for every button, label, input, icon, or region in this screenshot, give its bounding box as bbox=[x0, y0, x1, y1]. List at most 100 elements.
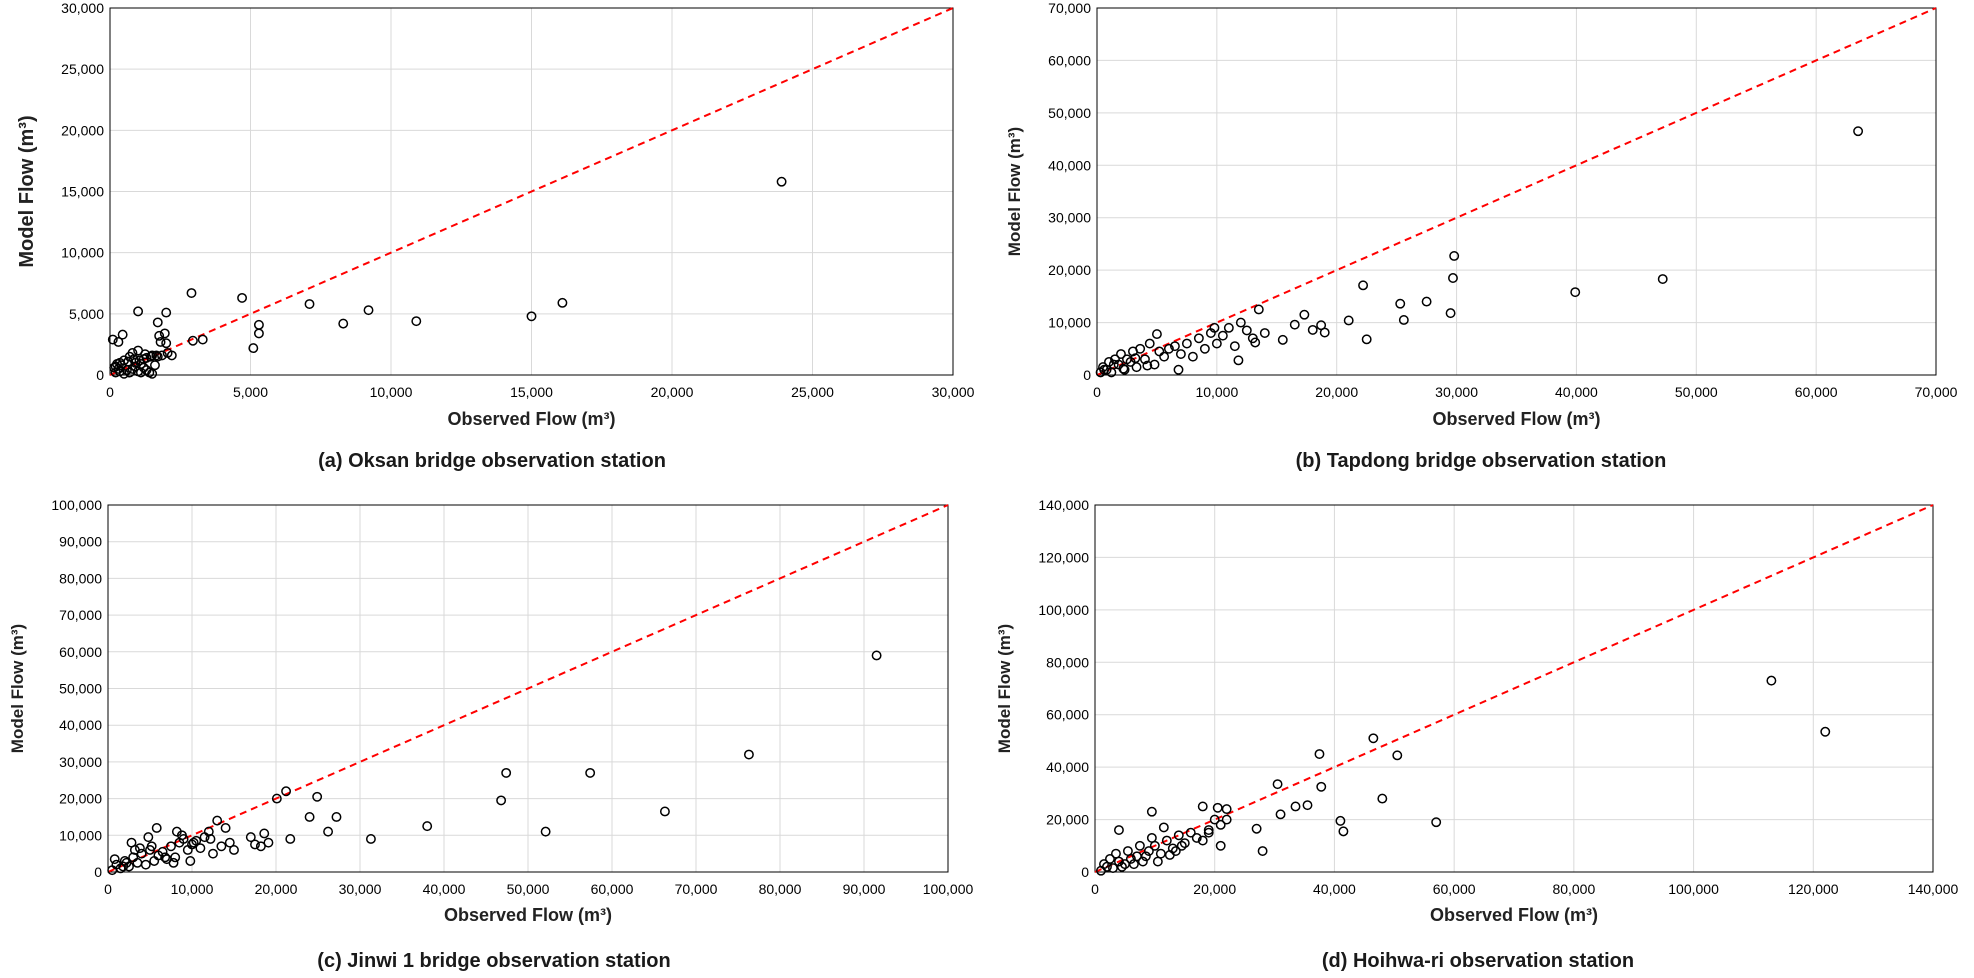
y-axis-title: Model Flow (m³) bbox=[995, 624, 1014, 753]
x-tick-label: 30,000 bbox=[1435, 384, 1478, 400]
data-point bbox=[143, 832, 154, 843]
data-point bbox=[1235, 317, 1246, 328]
y-tick-label: 20,000 bbox=[61, 122, 104, 138]
data-point bbox=[1139, 354, 1150, 365]
data-point bbox=[171, 826, 182, 837]
x-tick-label: 5,000 bbox=[233, 384, 268, 400]
data-point bbox=[1143, 846, 1154, 856]
data-point bbox=[365, 834, 376, 844]
data-point bbox=[304, 299, 315, 309]
data-point bbox=[1116, 349, 1126, 359]
data-point bbox=[1193, 333, 1204, 344]
y-axis-title: Model Flow (m³) bbox=[16, 115, 38, 267]
data-point bbox=[220, 823, 231, 833]
data-point bbox=[422, 821, 433, 832]
data-point bbox=[145, 351, 156, 362]
data-point bbox=[1144, 338, 1155, 349]
y-tick-label: 100,000 bbox=[1038, 602, 1089, 618]
data-point bbox=[1395, 298, 1406, 309]
data-point bbox=[147, 350, 158, 361]
data-point bbox=[1431, 817, 1442, 828]
data-point bbox=[1185, 827, 1196, 838]
data-point bbox=[188, 837, 199, 848]
data-point bbox=[776, 176, 787, 187]
x-tick-label: 15,000 bbox=[510, 384, 553, 400]
data-point bbox=[255, 841, 266, 852]
data-point bbox=[134, 355, 145, 366]
x-axis-title: Observed Flow (m³) bbox=[444, 905, 612, 925]
data-point bbox=[304, 812, 315, 822]
data-point bbox=[133, 306, 144, 317]
data-point bbox=[1392, 750, 1403, 761]
data-point bbox=[1134, 840, 1145, 851]
x-tick-label: 20,000 bbox=[255, 881, 298, 897]
y-tick-label: 40,000 bbox=[59, 717, 102, 733]
x-tick-label: 80,000 bbox=[1552, 881, 1595, 897]
x-tick-label: 60,000 bbox=[591, 881, 634, 897]
y-tick-label: 30,000 bbox=[61, 0, 104, 16]
data-point bbox=[1290, 801, 1301, 812]
data-point bbox=[871, 650, 882, 661]
data-point bbox=[501, 767, 512, 778]
x-tick-label: 25,000 bbox=[791, 384, 834, 400]
data-point bbox=[1211, 338, 1222, 349]
data-point bbox=[1161, 835, 1172, 846]
chart-panel-0: 0 5,000 10,000 15,000 20,000 25,000 30,000 0 5,0… bbox=[16, 0, 975, 472]
y-tick-label: 120,000 bbox=[1038, 549, 1089, 565]
data-point bbox=[1368, 733, 1379, 744]
y-tick-label: 50,000 bbox=[1048, 105, 1091, 121]
x-tick-label: 40,000 bbox=[423, 881, 466, 897]
data-point bbox=[1173, 364, 1184, 375]
data-point bbox=[250, 839, 260, 850]
data-point bbox=[411, 316, 422, 327]
data-point bbox=[1169, 341, 1180, 352]
data-point bbox=[1766, 675, 1777, 686]
y-tick-label: 100,000 bbox=[51, 497, 102, 513]
plot-frame bbox=[1096, 7, 1937, 376]
data-point bbox=[1130, 353, 1141, 364]
data-point bbox=[1272, 779, 1283, 790]
data-point bbox=[1820, 726, 1831, 737]
data-point bbox=[151, 350, 162, 361]
x-tick-label: 60,000 bbox=[1433, 881, 1476, 897]
data-point bbox=[1657, 274, 1668, 285]
y-tick-label: 10,000 bbox=[1048, 315, 1091, 331]
y-tick-label: 15,000 bbox=[61, 184, 104, 200]
data-point bbox=[1215, 840, 1226, 851]
x-tick-label: 10,000 bbox=[171, 881, 214, 897]
data-point bbox=[743, 749, 754, 760]
one-to-one-line bbox=[107, 504, 949, 873]
data-point bbox=[186, 288, 197, 298]
data-point bbox=[285, 834, 296, 844]
data-point bbox=[1257, 846, 1268, 856]
data-point bbox=[1181, 338, 1192, 349]
data-point bbox=[187, 335, 198, 346]
x-tick-label: 120,000 bbox=[1788, 881, 1839, 897]
data-point bbox=[1570, 287, 1581, 298]
data-point bbox=[224, 837, 235, 848]
data-point bbox=[1289, 319, 1300, 330]
x-tick-label: 20,000 bbox=[1193, 881, 1236, 897]
data-point bbox=[1253, 304, 1264, 315]
y-tick-label: 5,000 bbox=[69, 306, 104, 322]
data-point bbox=[1377, 793, 1388, 804]
data-point bbox=[191, 835, 202, 846]
data-point bbox=[229, 845, 239, 855]
panel-caption: (d) Hoihwa-ri observation station bbox=[1322, 950, 1634, 972]
data-point bbox=[1149, 359, 1160, 370]
y-tick-label: 20,000 bbox=[59, 791, 102, 807]
y-tick-label: 40,000 bbox=[1046, 759, 1089, 775]
data-point bbox=[1197, 835, 1208, 846]
x-tick-label: 50,000 bbox=[1675, 384, 1718, 400]
data-point bbox=[1108, 359, 1119, 370]
data-point bbox=[161, 307, 172, 318]
data-point bbox=[1338, 826, 1349, 837]
data-point bbox=[1122, 846, 1133, 856]
y-tick-label: 20,000 bbox=[1048, 262, 1091, 278]
data-point bbox=[1241, 325, 1252, 336]
data-point bbox=[496, 795, 507, 806]
data-point bbox=[195, 843, 206, 854]
y-tick-label: 0 bbox=[1083, 367, 1091, 383]
x-tick-label: 0 bbox=[1091, 881, 1099, 897]
data-point bbox=[1187, 351, 1198, 362]
